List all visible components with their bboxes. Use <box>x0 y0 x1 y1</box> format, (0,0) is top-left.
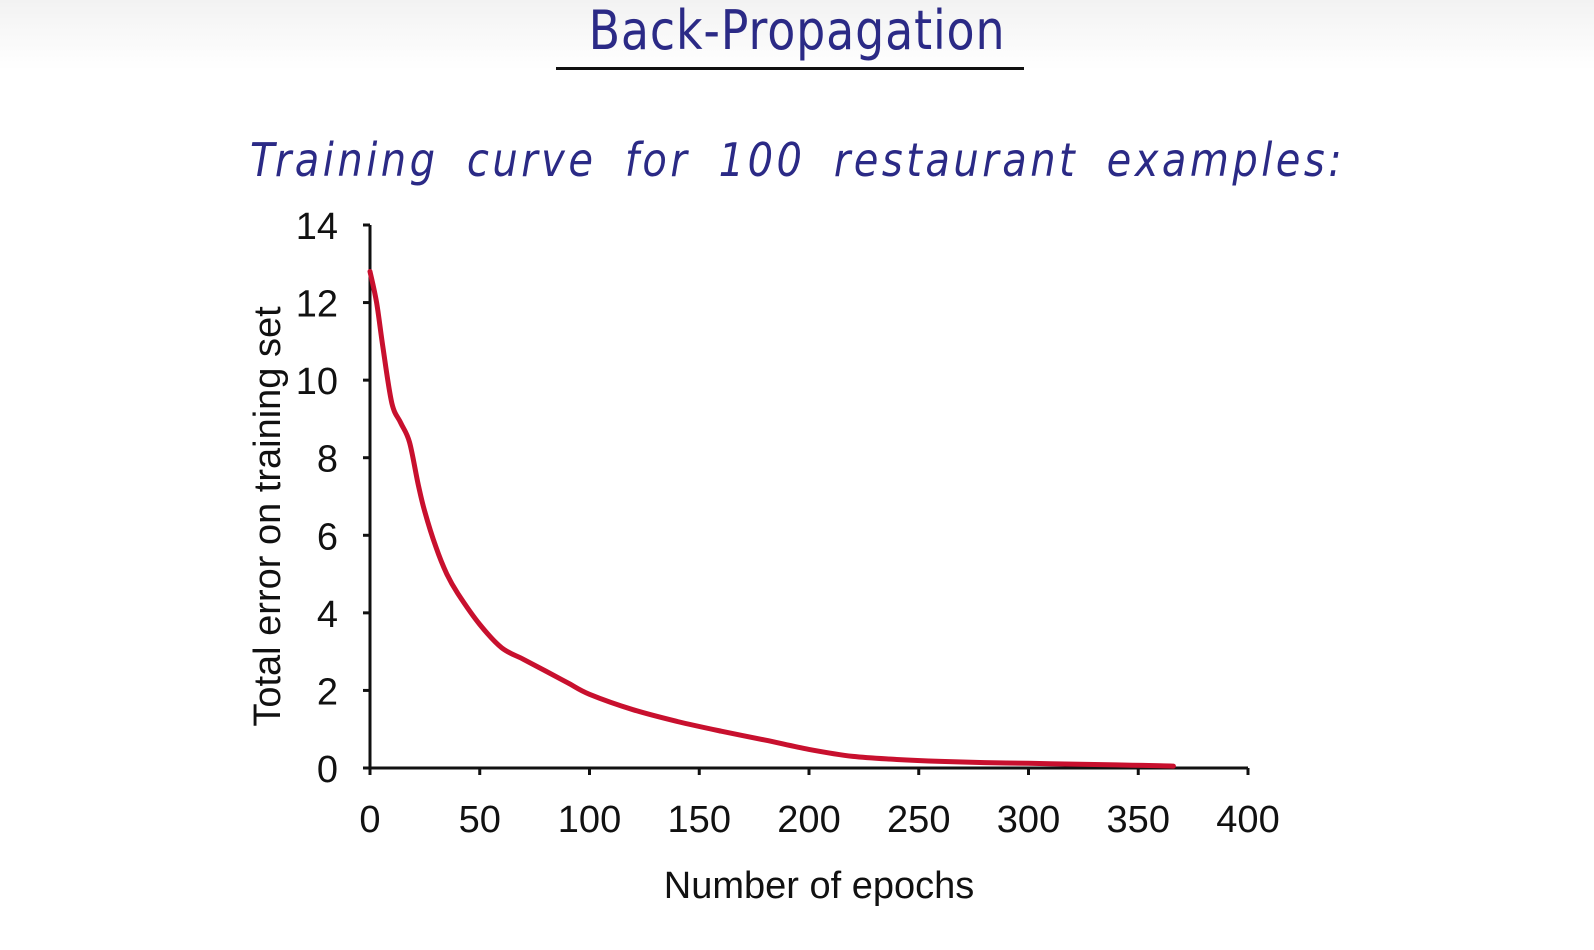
y-tick-label: 4 <box>317 594 338 636</box>
x-tick-label: 250 <box>887 799 950 841</box>
y-tick-label: 0 <box>317 749 338 791</box>
y-tick-label: 10 <box>296 361 338 403</box>
x-tick-label: 100 <box>558 799 621 841</box>
title-underline <box>556 67 1024 70</box>
y-axis-label: Total error on training set <box>247 306 289 727</box>
top-shade <box>0 0 1594 70</box>
x-tick-label: 50 <box>459 799 501 841</box>
x-tick-label: 150 <box>668 799 731 841</box>
x-tick-label: 0 <box>359 799 380 841</box>
x-tick-label: 200 <box>777 799 840 841</box>
error-curve-line <box>367 269 1176 769</box>
slide-subtitle: Training curve for 100 restaurant exampl… <box>250 133 1346 187</box>
x-axis-label: Number of epochs <box>664 865 975 907</box>
x-ticks: 0 50 100 150 200 250 300 350 400 <box>359 768 1280 841</box>
y-tick-label: 8 <box>317 439 338 481</box>
y-tick-label: 2 <box>317 671 338 713</box>
y-tick-label: 6 <box>317 516 338 558</box>
slide-title: Back-Propagation <box>588 0 1006 62</box>
y-tick-label: 12 <box>296 284 338 326</box>
x-tick-label: 400 <box>1216 799 1279 841</box>
y-ticks: 0 2 4 6 8 10 12 14 <box>296 206 370 791</box>
x-tick-label: 300 <box>997 799 1060 841</box>
x-tick-label: 350 <box>1107 799 1170 841</box>
y-tick-label: 14 <box>296 206 338 248</box>
